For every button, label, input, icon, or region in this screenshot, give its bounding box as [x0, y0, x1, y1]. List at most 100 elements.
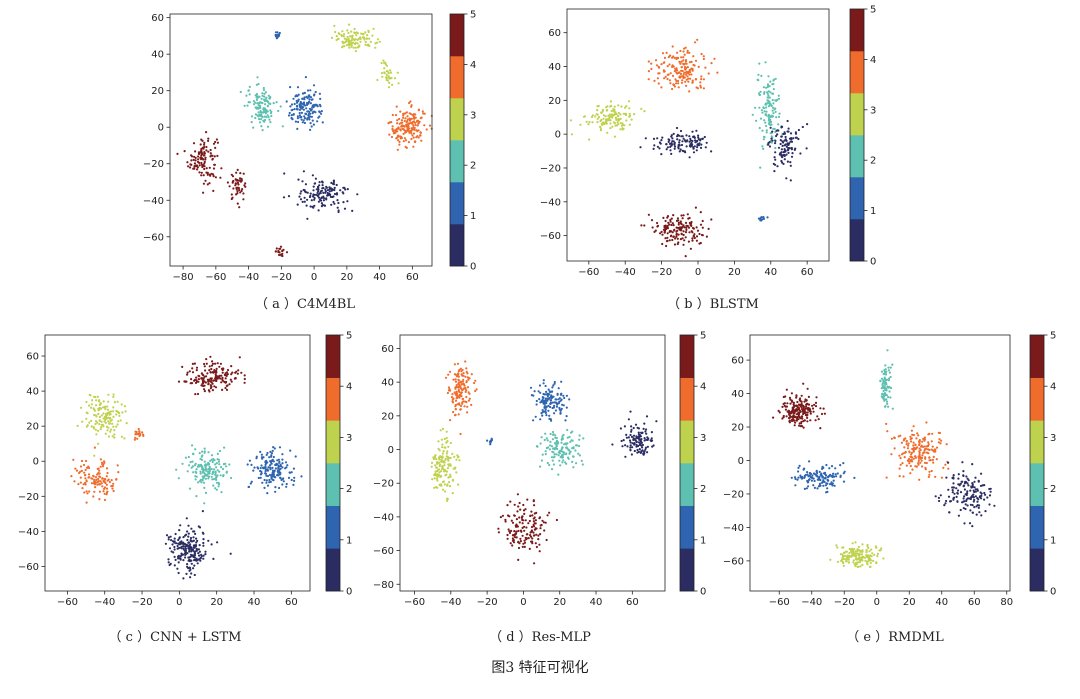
- scatter-point-class-1: [803, 467, 806, 470]
- scatter-point-class-2: [192, 471, 195, 474]
- scatter-point-class-2: [578, 454, 581, 457]
- scatter-point-class-4: [918, 454, 921, 457]
- scatter-point-class-3: [86, 424, 89, 427]
- scatter-point-class-0: [972, 493, 975, 496]
- scatter-point-class-5: [690, 230, 693, 233]
- scatter-point-class-3: [445, 430, 448, 433]
- scatter-point-class-4: [448, 370, 452, 373]
- scatter-point-class-0: [789, 164, 792, 167]
- scatter-point-class-0: [179, 524, 182, 527]
- scatter-point-class-3: [859, 550, 862, 553]
- scatter-point-class-0: [786, 160, 789, 163]
- scatter-point-class-0: [665, 148, 668, 151]
- scatter-point-class-3: [345, 44, 348, 47]
- scatter-point-class-1: [301, 106, 305, 109]
- scatter-point-class-3: [98, 406, 101, 410]
- scatter-point-class-1: [796, 478, 799, 481]
- scatter-point-class-5: [803, 419, 806, 422]
- scatter-point-class-0: [629, 444, 632, 447]
- scatter-point-class-0: [780, 126, 783, 129]
- scatter-point-class-4: [99, 458, 102, 461]
- scatter-point-class-0: [656, 145, 659, 148]
- scatter-point-class-1: [835, 475, 838, 478]
- scatter-point-class-3: [385, 73, 388, 76]
- scatter-point-class-3: [108, 422, 111, 425]
- scatter-point-class-0: [673, 147, 676, 150]
- scatter-point-class-4: [457, 370, 460, 373]
- scatter-point-class-4: [447, 373, 450, 376]
- scatter-point-class-5: [523, 512, 526, 515]
- scatter-point-class-1: [270, 462, 273, 465]
- scatter-point-class-2: [199, 470, 202, 473]
- scatter-point-class-2: [218, 470, 221, 473]
- scatter-point-class-2: [759, 90, 762, 93]
- scatter-point-class-4: [906, 447, 909, 450]
- scatter-point-class-2: [263, 118, 267, 122]
- scatter-point-class-5: [191, 367, 194, 370]
- scatter-point-class-2: [771, 83, 774, 86]
- scatter-point-class-4: [466, 411, 469, 414]
- scatter-point-class-0: [683, 139, 687, 142]
- x-tick-label: −40: [238, 272, 259, 283]
- scatter-point-class-0: [212, 557, 215, 560]
- scatter-point-class-3: [602, 121, 606, 124]
- scatter-point-class-0: [188, 548, 191, 551]
- scatter-point-class-1: [277, 471, 280, 474]
- scatter-point-class-1: [276, 31, 279, 34]
- scatter-point-class-3: [121, 411, 124, 414]
- scatter-point-class-4: [80, 469, 83, 472]
- scatter-point-class-5: [242, 172, 245, 175]
- scatter-point-class-0: [972, 496, 975, 499]
- scatter-point-class-5: [687, 217, 690, 220]
- scatter-point-class-3: [457, 483, 460, 486]
- scatter-point-class-2: [554, 447, 557, 450]
- scatter-point-class-1: [564, 419, 567, 422]
- scatter-point-class-4: [677, 82, 680, 85]
- scatter-point-class-0: [196, 539, 199, 542]
- scatter-point-class-1: [271, 466, 274, 469]
- scatter-point-class-5: [682, 233, 685, 237]
- colorbar-segment-5: [1030, 335, 1044, 378]
- scatter-point-class-0: [190, 572, 193, 575]
- scatter-point-class-0: [957, 473, 960, 476]
- scatter-point-class-2: [884, 405, 887, 408]
- scatter-point-class-5: [509, 500, 512, 503]
- scatter-point-class-5: [209, 174, 212, 177]
- scatter-point-class-1: [807, 475, 810, 478]
- scatter-point-class-2: [557, 473, 560, 476]
- colorbar-segment-3: [680, 420, 694, 464]
- scatter-point-class-2: [882, 386, 885, 389]
- scatter-point-class-1: [822, 479, 825, 482]
- scatter-point-class-2: [259, 106, 262, 109]
- scatter-point-class-0: [973, 506, 976, 509]
- scatter-point-class-2: [225, 465, 228, 468]
- scatter-point-class-0: [705, 141, 708, 144]
- scatter-point-class-2: [575, 444, 578, 447]
- scatter-point-class-1: [300, 111, 303, 114]
- scatter-point-class-2: [882, 379, 885, 382]
- scatter-point-class-3: [353, 42, 356, 46]
- scatter-point-class-0: [967, 484, 970, 487]
- colorbar-tick-label: 1: [870, 206, 876, 217]
- scatter-point-class-4: [460, 373, 463, 376]
- scatter-point-class-1: [490, 438, 494, 442]
- colorbar-segment-4: [326, 377, 340, 421]
- scatter-point-class-3: [436, 462, 439, 465]
- scatter-point-class-4: [90, 482, 94, 485]
- scatter-point-class-4: [944, 463, 947, 466]
- scatter-point-class-5: [680, 223, 683, 226]
- scatter-point-class-1: [293, 108, 296, 111]
- scatter-point-class-0: [787, 127, 790, 130]
- scatter-point-class-3: [609, 113, 612, 116]
- y-tick-label: 60: [548, 28, 561, 39]
- scatter-point-class-2: [571, 460, 574, 463]
- scatter-point-class-5: [664, 237, 667, 240]
- scatter-point-class-1: [532, 419, 535, 422]
- scatter-point-class-1: [842, 480, 846, 483]
- scatter-point-class-3: [878, 549, 881, 552]
- scatter-point-class-4: [676, 72, 679, 75]
- colorbar-tick-label: 0: [870, 257, 876, 268]
- scatter-point-class-4: [660, 63, 663, 66]
- scatter-point-class-1: [565, 394, 568, 397]
- scatter-point-class-3: [106, 408, 110, 411]
